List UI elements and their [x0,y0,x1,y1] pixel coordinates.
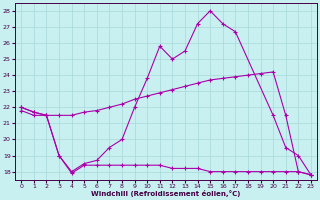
X-axis label: Windchill (Refroidissement éolien,°C): Windchill (Refroidissement éolien,°C) [92,190,241,197]
